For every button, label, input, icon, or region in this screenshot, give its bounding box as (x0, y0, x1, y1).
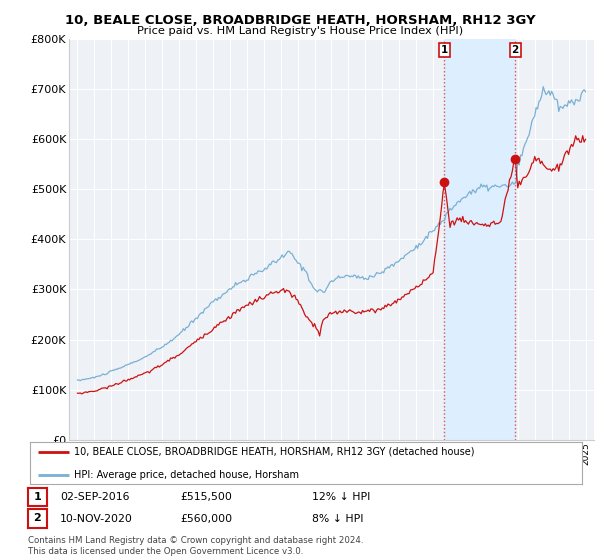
Text: 1: 1 (34, 492, 41, 502)
Text: 10-NOV-2020: 10-NOV-2020 (60, 514, 133, 524)
Text: Price paid vs. HM Land Registry's House Price Index (HPI): Price paid vs. HM Land Registry's House … (137, 26, 463, 36)
Text: 10, BEALE CLOSE, BROADBRIDGE HEATH, HORSHAM, RH12 3GY: 10, BEALE CLOSE, BROADBRIDGE HEATH, HORS… (65, 14, 535, 27)
Text: 2: 2 (34, 514, 41, 523)
Bar (445, 39, 515, 440)
Text: 8% ↓ HPI: 8% ↓ HPI (312, 514, 364, 524)
Text: 12% ↓ HPI: 12% ↓ HPI (312, 492, 370, 502)
Text: £560,000: £560,000 (180, 514, 232, 524)
Text: £515,500: £515,500 (180, 492, 232, 502)
Text: 02-SEP-2016: 02-SEP-2016 (60, 492, 130, 502)
Text: 2: 2 (512, 45, 519, 55)
Text: 10, BEALE CLOSE, BROADBRIDGE HEATH, HORSHAM, RH12 3GY (detached house): 10, BEALE CLOSE, BROADBRIDGE HEATH, HORS… (74, 447, 475, 456)
Text: 1: 1 (441, 45, 448, 55)
Text: Contains HM Land Registry data © Crown copyright and database right 2024.
This d: Contains HM Land Registry data © Crown c… (28, 536, 363, 556)
Text: HPI: Average price, detached house, Horsham: HPI: Average price, detached house, Hors… (74, 470, 299, 480)
